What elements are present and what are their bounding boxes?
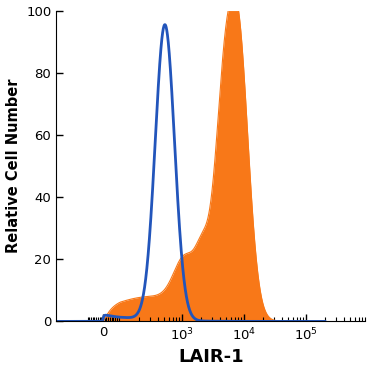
Y-axis label: Relative Cell Number: Relative Cell Number xyxy=(6,79,20,253)
X-axis label: LAIR-1: LAIR-1 xyxy=(178,349,244,366)
